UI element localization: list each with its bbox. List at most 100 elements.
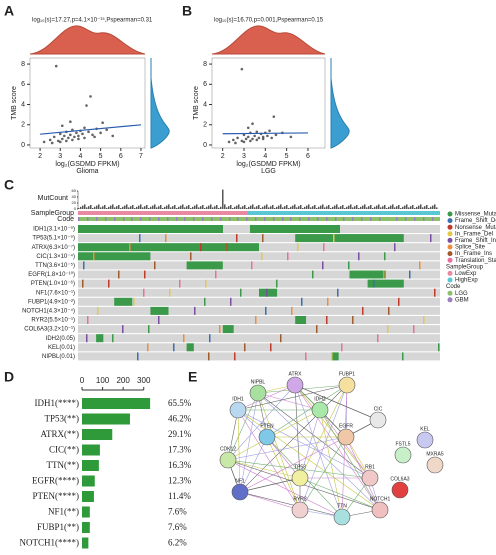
gene-label: KEL(0.01) [48,345,75,351]
edge [239,491,301,511]
code-tick [432,217,434,221]
mutcount-bar [84,204,86,209]
legend-swatch [447,270,453,276]
mutcount-bar [210,204,212,209]
point [60,137,64,141]
onco-block [259,288,278,297]
mutcount-bar [152,205,154,209]
mutcount-bar [332,206,334,209]
mutcount-bar [364,204,366,209]
bar [82,475,95,487]
group-bar [78,211,248,215]
edge [227,459,301,479]
code-tick [246,217,248,221]
value-label: 6.2% [168,538,187,548]
point [67,136,70,140]
bar [82,522,90,533]
point [42,140,46,144]
legend-swatch [447,290,453,296]
onco-tick [158,316,160,324]
gene-label: CIC(1.3×10⁻⁴) [36,253,75,260]
code-tick [87,217,89,221]
edge [345,436,381,511]
panel-label: E [188,369,197,385]
onco-block [114,297,133,306]
mutcount-bar [402,206,404,209]
onco-row [78,279,440,288]
mutcount-bar [164,206,166,209]
onco-tick [165,234,167,243]
mutcount-bar [242,206,244,209]
mutcount-bar [162,208,164,209]
gene-label: TP53(**) [45,414,80,424]
mutcount-bar [190,208,192,209]
edge [294,384,381,511]
gene-label: FUBP1(**) [37,522,79,532]
mutcount-bar [170,207,172,209]
onco-tick [219,325,221,334]
onco-block [295,316,307,324]
mutcount-bar [114,207,116,209]
point [50,141,54,145]
mutcount-bar [100,207,102,209]
onco-tick [82,279,84,288]
onco-tick [316,325,318,334]
panel-label: C [4,177,14,193]
mutcount-bar [300,205,302,209]
mutcount-bar [172,206,174,209]
mutcount-bar [134,208,136,209]
x-tick-label: 5 [285,153,289,160]
point [71,128,74,132]
value-label: 29.1% [168,429,192,439]
onco-tick [323,243,325,252]
mutcount-bar [422,207,424,209]
onco-tick [137,352,139,361]
mutcount-bar [420,204,422,209]
onco-tick [86,334,88,343]
gene-label: TP53(5.1×10⁻⁹) [32,235,75,242]
point [65,139,68,143]
point [253,134,256,138]
mutcount-bar [292,205,294,209]
mutcount-bar [180,205,182,209]
node-label: TTN [337,503,347,509]
y-axis-label: TMB score [193,86,200,120]
mutcount-bar [336,204,338,209]
mutcount-bar [354,206,356,209]
code-tick [308,217,310,221]
code-tick [158,217,160,221]
legend-swatch [447,257,453,263]
mutcount-bar [296,207,298,209]
onco-block [186,261,223,270]
node-label: MXRA5 [426,451,443,457]
onco-tick [144,270,146,279]
node-label: NF1 [235,478,245,484]
onco-tick [93,252,95,261]
node [291,501,309,519]
onco-tick [226,243,228,252]
trend-line [40,124,142,135]
point [111,134,115,138]
node [391,481,409,499]
mutcount-bar [240,207,242,209]
node [371,501,389,519]
y-tick-label: 4 [203,101,207,108]
onco-tick [358,252,360,261]
node-label: PTEN [260,423,274,429]
mutcount-bar [96,205,98,209]
right-density [150,58,170,149]
bar [82,460,99,471]
edge [239,477,301,493]
mutcount-bar [310,207,312,209]
onco-tick [204,297,206,306]
gene-label: NF1(7.6×10⁻¹) [36,290,75,296]
onco-tick [305,352,307,361]
point [242,140,246,144]
mutcount-bar [248,206,250,209]
onco-tick [173,343,175,352]
point [89,95,92,98]
mutcount-bar [110,205,112,209]
onco-block [78,243,259,252]
gene-label: PTEN(1.0×10⁻⁶) [31,280,75,287]
mutcount-bar [120,208,122,209]
